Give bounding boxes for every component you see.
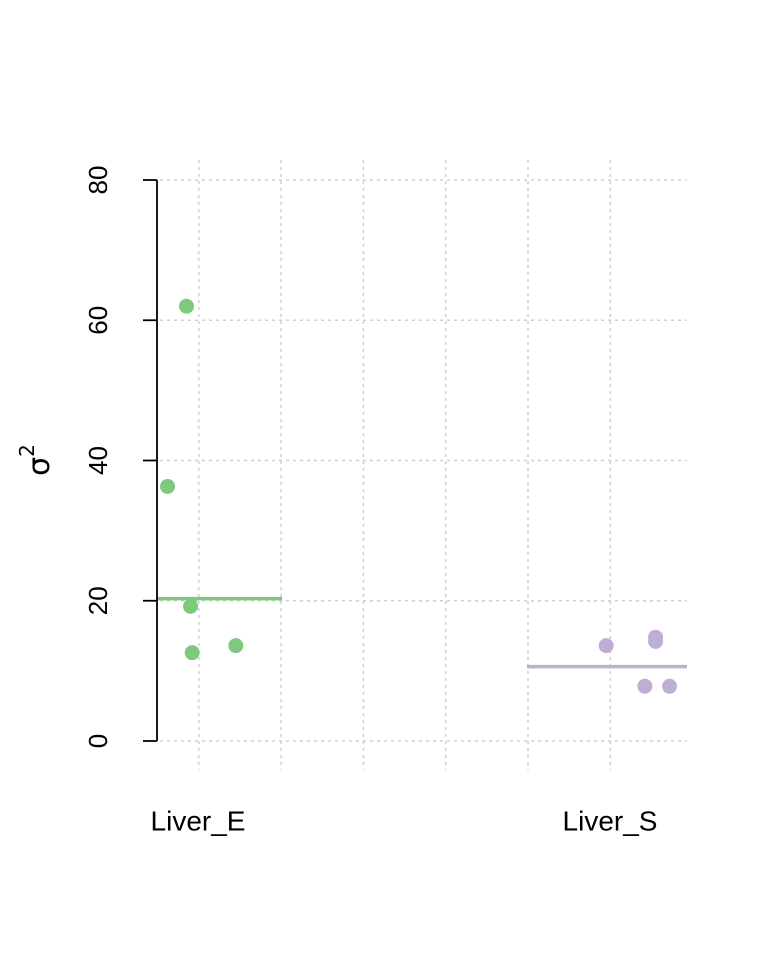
data-point-liver-s	[637, 678, 653, 694]
category-label-liver-e: Liver_E	[151, 805, 246, 836]
y-tick-label: 40	[83, 446, 113, 475]
y-tick-label: 20	[83, 586, 113, 615]
y-axis-label-symbol: σ	[22, 457, 57, 476]
data-point-liver-e	[178, 298, 194, 314]
data-point-liver-s	[662, 678, 678, 694]
data-point-liver-s	[648, 633, 664, 649]
data-point-liver-e	[184, 645, 200, 661]
y-axis: 0 20 40 60 80	[83, 166, 158, 748]
data-point-liver-s	[598, 638, 614, 654]
data-points	[160, 298, 678, 694]
category-label-liver-s: Liver_S	[563, 805, 658, 836]
data-point-liver-e	[160, 478, 176, 494]
y-tick-label: 60	[83, 306, 113, 335]
y-axis-label-superscript: 2	[15, 444, 39, 457]
y-tick-label: 80	[83, 166, 113, 195]
mean-lines	[158, 596, 687, 669]
data-point-liver-e	[183, 598, 199, 614]
y-axis-label: σ2	[15, 444, 57, 476]
data-point-liver-e	[228, 638, 244, 654]
grid	[160, 160, 687, 770]
labels: Liver_E Liver_S	[151, 805, 658, 836]
y-tick-label: 0	[83, 734, 113, 748]
